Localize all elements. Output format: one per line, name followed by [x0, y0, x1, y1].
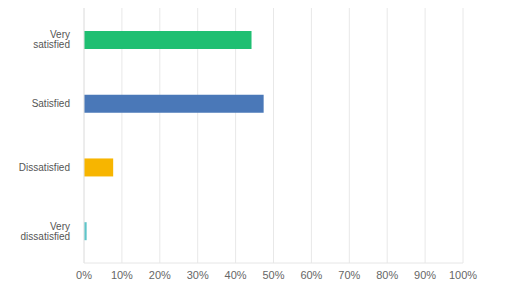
svg-text:Dissatisfied: Dissatisfied — [19, 162, 70, 173]
svg-text:30%: 30% — [187, 269, 209, 281]
svg-text:80%: 80% — [376, 269, 398, 281]
svg-text:50%: 50% — [262, 269, 284, 281]
svg-text:60%: 60% — [300, 269, 322, 281]
svg-text:Verysatisfied: Verysatisfied — [33, 29, 70, 50]
svg-text:10%: 10% — [111, 269, 133, 281]
svg-text:100%: 100% — [449, 269, 477, 281]
svg-text:40%: 40% — [225, 269, 247, 281]
svg-text:Satisfied: Satisfied — [32, 98, 70, 109]
svg-text:20%: 20% — [149, 269, 171, 281]
svg-text:70%: 70% — [338, 269, 360, 281]
svg-text:90%: 90% — [414, 269, 436, 281]
svg-text:Verydissatisfied: Verydissatisfied — [21, 221, 70, 242]
svg-text:0%: 0% — [76, 269, 92, 281]
